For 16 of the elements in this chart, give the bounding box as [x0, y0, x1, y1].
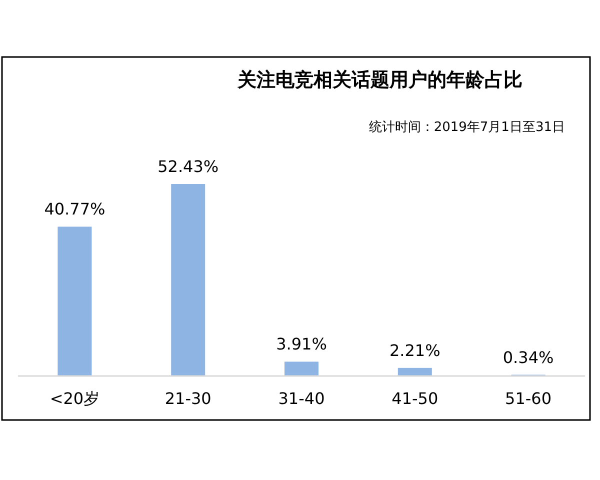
bar: [398, 368, 432, 376]
bar: [284, 362, 318, 376]
x-tick-label: 51-60: [505, 389, 552, 408]
x-tick-label: <20岁: [50, 389, 100, 408]
data-label: 0.34%: [502, 348, 554, 367]
data-label: 40.77%: [44, 200, 106, 219]
chart-title: 关注电竞相关话题用户的年龄占比: [236, 69, 522, 91]
x-tick-label: 31-40: [278, 389, 325, 408]
chart-subtitle: 统计时间：2019年7月1日至31日: [368, 120, 565, 135]
bar: [171, 184, 206, 376]
data-label: 3.91%: [276, 334, 327, 354]
x-tick-label: 21-30: [164, 389, 212, 408]
x-tick-label: 41-50: [392, 389, 438, 408]
data-label: 52.43%: [158, 157, 219, 176]
bar: [58, 226, 92, 376]
data-label: 2.21%: [389, 340, 440, 360]
